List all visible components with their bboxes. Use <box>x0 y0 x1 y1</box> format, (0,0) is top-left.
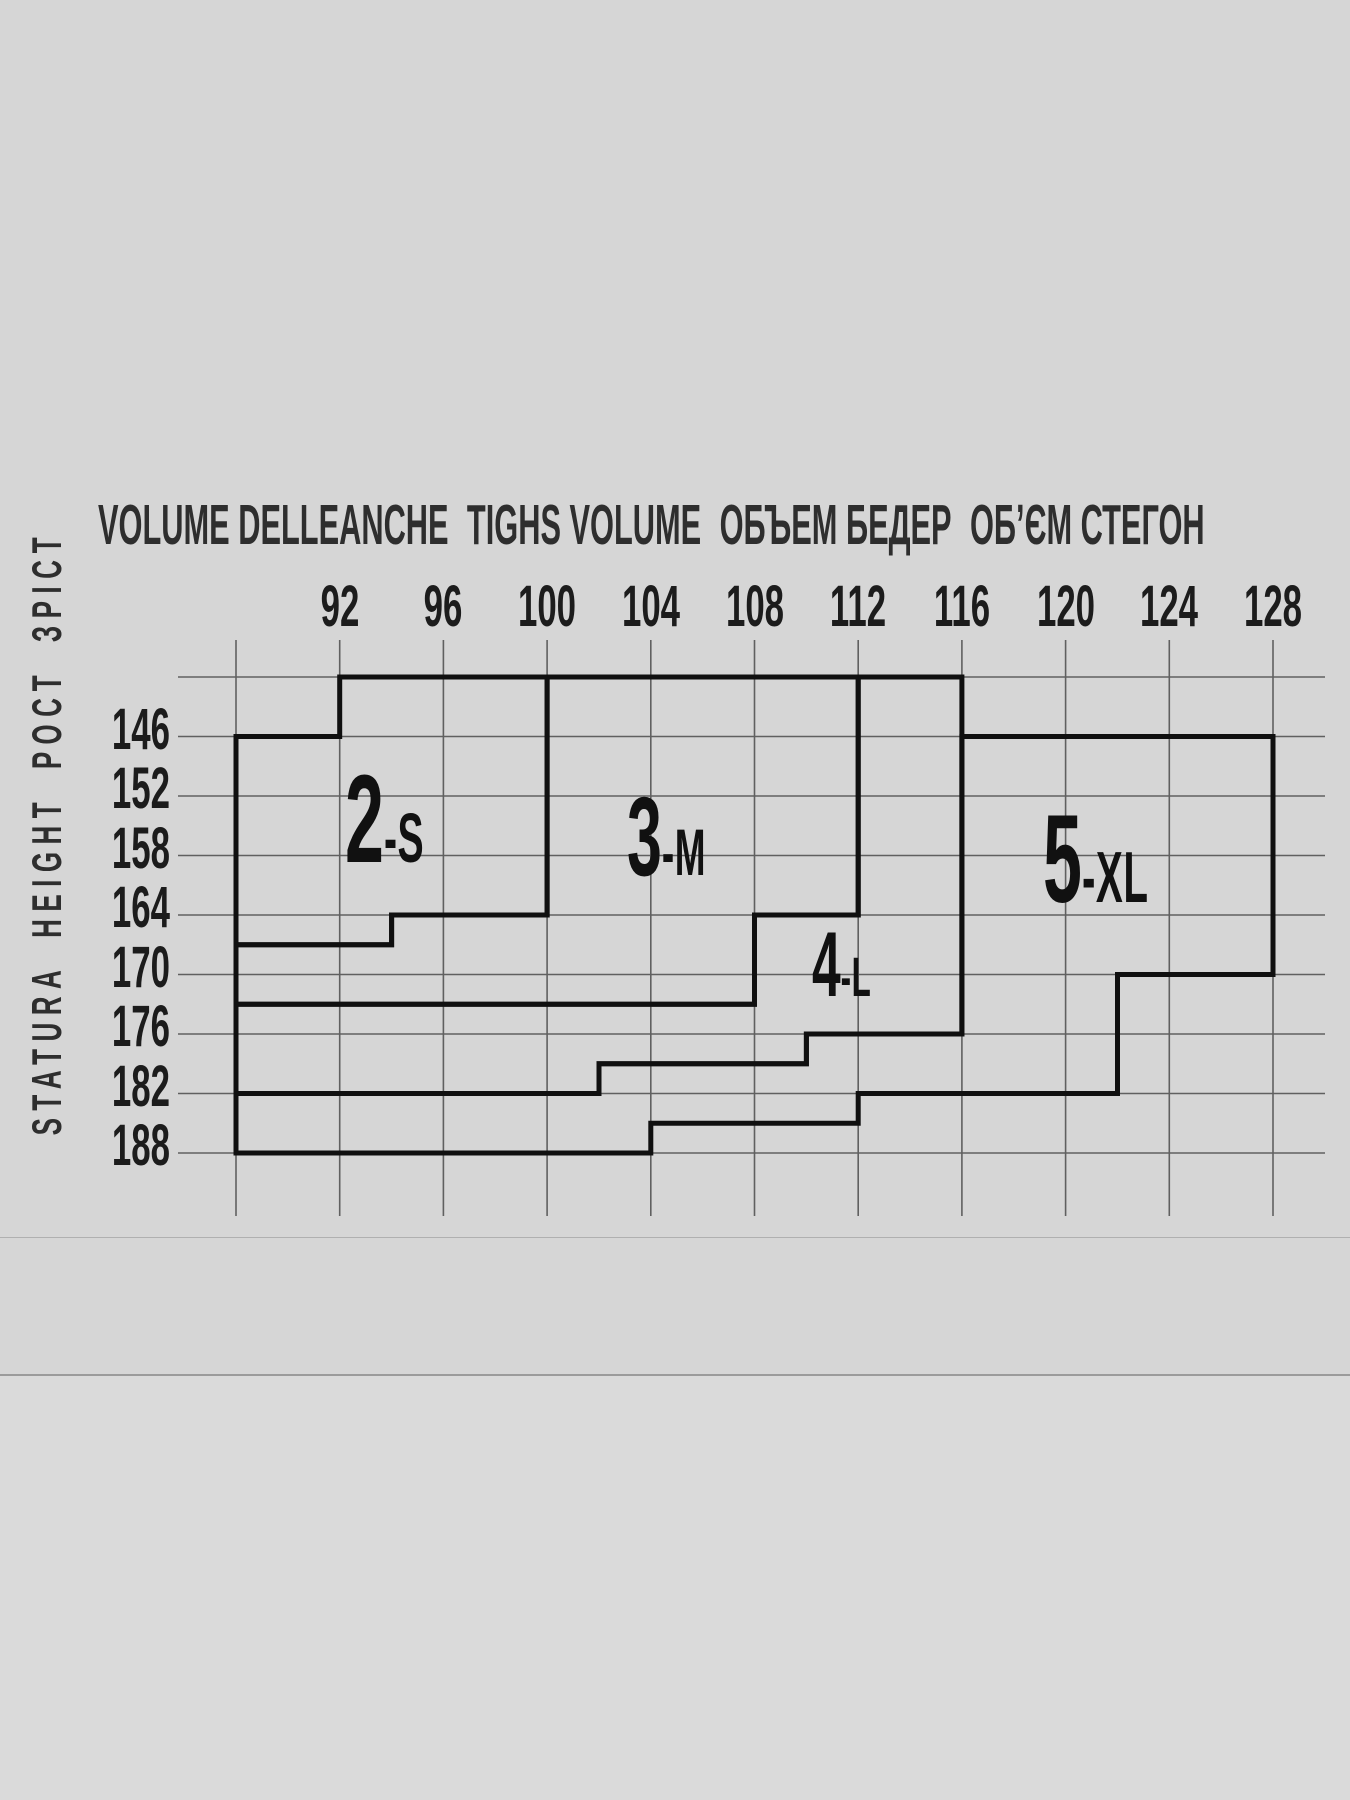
height-tick-label: 182 <box>111 1053 170 1119</box>
gridlines-group <box>178 640 1325 1216</box>
size-regions-group <box>233 674 1276 1156</box>
size-3-suffix: -M <box>661 815 707 889</box>
hip-tick-label: 92 <box>320 574 360 639</box>
size-4-suffix: -L <box>840 945 872 1008</box>
hip-tick-label: 116 <box>933 574 990 639</box>
hip-tick-label: 112 <box>830 574 887 639</box>
height-axis-title: STATURA HEIGHT РОСТ ЗРІСТ <box>23 529 70 1136</box>
height-tick-label: 170 <box>111 934 170 1000</box>
size-region-label-5xl: 5-XL <box>1043 797 1149 922</box>
size-region-label-3m: 3-M <box>627 781 706 893</box>
size-5-digit: 5 <box>1043 790 1082 929</box>
size-2-suffix: -S <box>383 799 425 877</box>
hip-tick-label: 96 <box>424 574 463 639</box>
hip-tick-label: 104 <box>621 574 680 639</box>
height-tick-label: 158 <box>111 815 170 881</box>
axis-title-ukrainian: ОБ’ЄМ СТЕГОН <box>969 493 1205 557</box>
hip-tick-label: 124 <box>1140 574 1199 639</box>
divider-line-lower <box>0 1374 1350 1376</box>
hip-tick-label: 128 <box>1243 574 1303 639</box>
hip-volume-axis-title: VOLUME DELLEANCHE TIGHS VOLUME ОБЪЕМ БЕДЕР… <box>98 496 1223 554</box>
height-tick-label: 164 <box>111 875 170 940</box>
axis-title-russian: ОБЪЕМ БЕДЕР <box>719 493 952 557</box>
height-tick-label: 188 <box>111 1113 170 1178</box>
size-region-label-4l: 4-L <box>812 919 871 1011</box>
height-tick-label: 146 <box>111 696 170 762</box>
axis-title-english: TIGHS VOLUME <box>466 493 702 557</box>
size-region-outline-5-xl <box>233 734 1276 1156</box>
divider-line-upper <box>0 1237 1350 1238</box>
size-3-digit: 3 <box>627 774 662 899</box>
axis-title-italian: VOLUME DELLEANCHE <box>98 493 449 557</box>
height-tick-label: 152 <box>111 756 170 821</box>
size-4-digit: 4 <box>812 914 841 1016</box>
size-5-suffix: -XL <box>1081 838 1149 918</box>
lower-page-area <box>0 1376 1350 1800</box>
size-2-digit: 2 <box>345 750 384 889</box>
height-tick-label: 176 <box>111 994 170 1059</box>
hip-tick-label: 100 <box>518 574 577 639</box>
hip-tick-label: 120 <box>1036 574 1095 639</box>
size-region-label-2s: 2-S <box>345 757 424 882</box>
hip-tick-label: 108 <box>725 574 784 639</box>
